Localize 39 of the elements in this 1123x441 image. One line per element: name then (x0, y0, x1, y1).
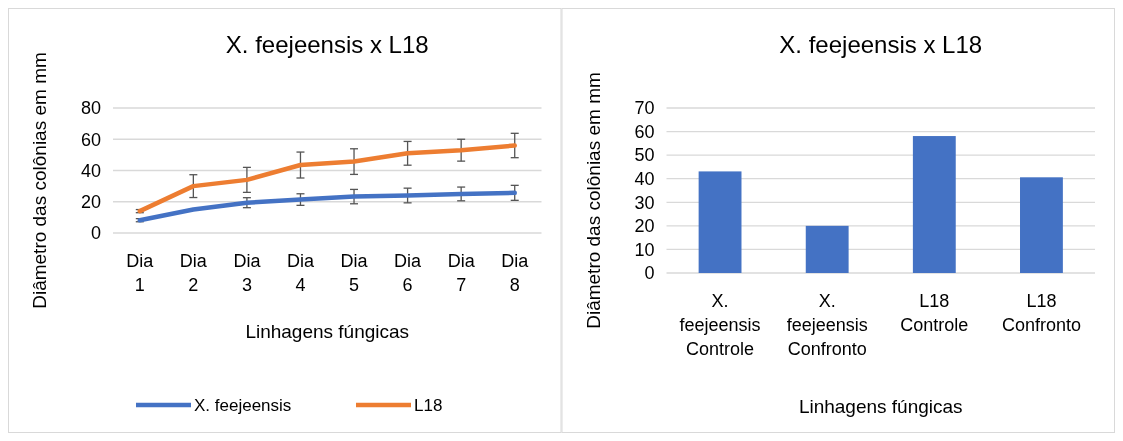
bar (912, 136, 956, 273)
bar (1020, 177, 1063, 273)
x-tick-label: Dia 1 (126, 251, 155, 295)
y-tick-label: 40 (634, 169, 655, 190)
y-tick-label: 60 (634, 121, 655, 142)
y-tick-label: 20 (634, 216, 655, 237)
x-tick-label: Dia 2 (179, 251, 208, 295)
x-axis-title: Linhagens fúngicas (245, 321, 410, 342)
line-series (137, 190, 517, 223)
y-tick-label: 0 (644, 263, 655, 284)
x-tick-label: Dia 4 (286, 251, 315, 295)
x-tick-label: X. feejeensis Controle (679, 291, 761, 359)
x-tick-label: X. feejeensis Confronto (786, 291, 868, 359)
y-tick-label: 70 (634, 98, 655, 119)
y-tick-label: 10 (634, 239, 655, 260)
y-tick-label: 20 (80, 192, 101, 213)
y-tick-label: 30 (634, 192, 655, 213)
x-tick-label: Dia 6 (394, 251, 423, 295)
x-tick-label: L18 Controle (900, 291, 969, 335)
y-tick-label: 50 (634, 145, 655, 166)
x-tick-label: L18 Confronto (1001, 291, 1081, 335)
y-tick-label: 80 (80, 98, 101, 119)
y-axis-title: Diâmetro das colônias em mm (29, 52, 50, 309)
y-tick-label: 40 (80, 160, 101, 181)
y-tick-label: 60 (80, 129, 101, 150)
chart-title: X. feejeensis x L18 (225, 31, 429, 58)
x-tick-label: Dia 7 (447, 251, 476, 295)
x-tick-label: Dia 8 (501, 251, 530, 295)
y-axis-title: Diâmetro das colônias em mm (582, 72, 604, 329)
x-tick-label: Dia 3 (233, 251, 262, 295)
bar (698, 171, 742, 273)
legend-label: L18 (414, 395, 443, 415)
bar (805, 225, 849, 273)
x-tick-label: Dia 5 (340, 251, 369, 295)
line-series (137, 143, 517, 214)
chart-title: X. feejeensis x L18 (779, 31, 983, 58)
y-tick-label: 0 (90, 223, 101, 244)
legend-label: X. feejeensis (194, 395, 292, 415)
x-axis-title: Linhagens fúngicas (798, 396, 963, 417)
